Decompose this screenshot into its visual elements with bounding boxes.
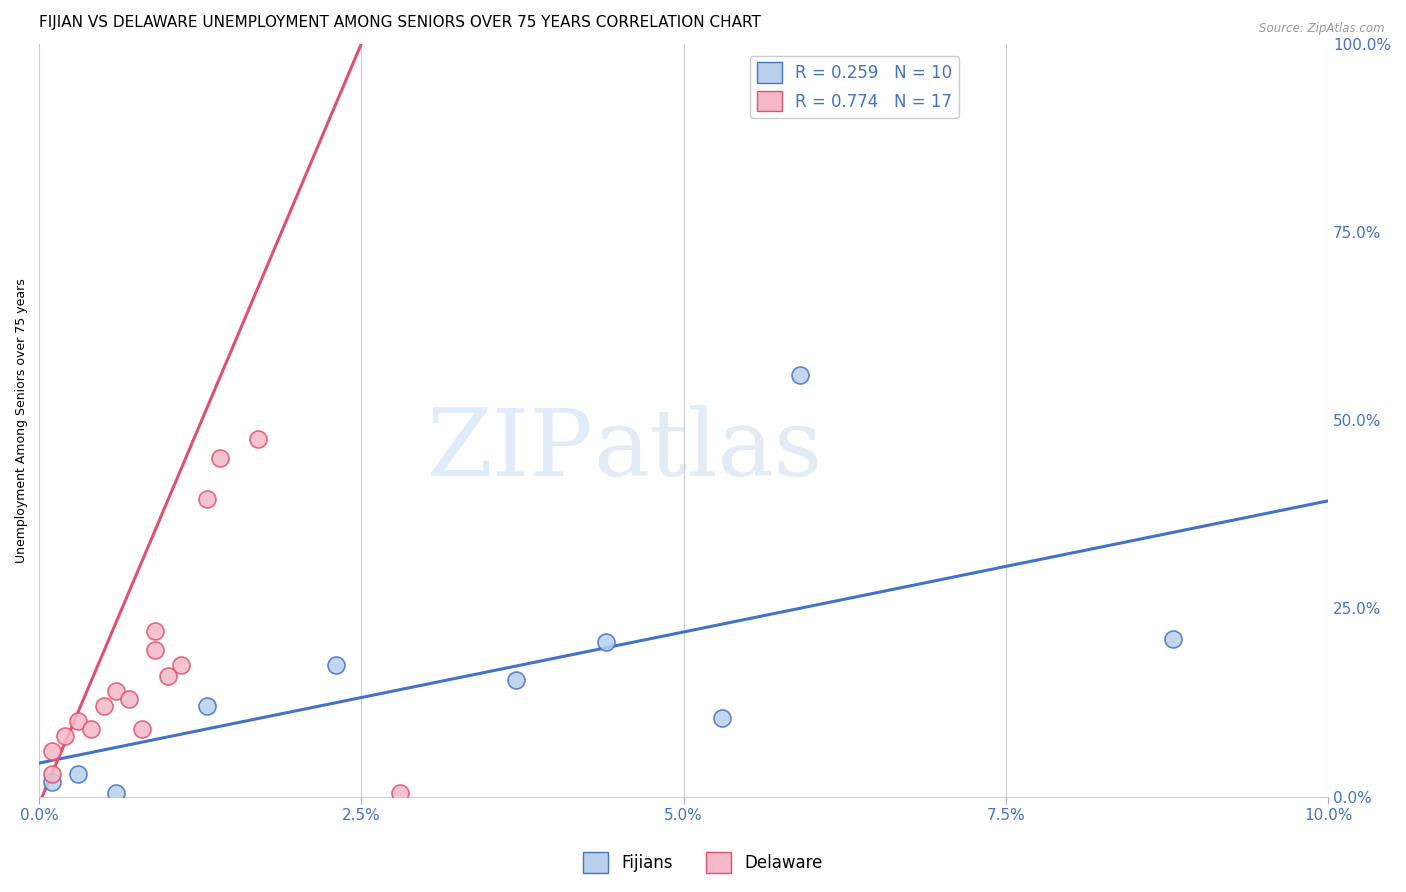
Point [325, 657, 347, 672]
Point [118, 691, 141, 706]
Point [143, 643, 166, 657]
Point [41, 774, 63, 789]
Point [53, 730, 76, 744]
Point [131, 722, 153, 736]
Point [41, 767, 63, 781]
Point [789, 368, 811, 382]
Point [208, 450, 231, 465]
Point [66, 714, 89, 729]
Text: ZIP: ZIP [426, 405, 593, 495]
Point [505, 673, 527, 687]
Text: FIJIAN VS DELAWARE UNEMPLOYMENT AMONG SENIORS OVER 75 YEARS CORRELATION CHART: FIJIAN VS DELAWARE UNEMPLOYMENT AMONG SE… [39, 15, 761, 30]
Text: Source: ZipAtlas.com: Source: ZipAtlas.com [1260, 22, 1385, 36]
Point [711, 710, 734, 724]
Point [66, 767, 89, 781]
Point [1163, 632, 1185, 646]
Text: atlas: atlas [593, 405, 823, 495]
Y-axis label: Unemployment Among Seniors over 75 years: Unemployment Among Seniors over 75 years [15, 277, 28, 563]
Point [156, 669, 179, 683]
Point [93, 699, 115, 714]
Legend: R = 0.259   N = 10, R = 0.774   N = 17: R = 0.259 N = 10, R = 0.774 N = 17 [749, 56, 959, 118]
Point [79, 722, 101, 736]
Point [195, 492, 218, 507]
Point [105, 684, 128, 698]
Point [170, 657, 193, 672]
Point [41, 744, 63, 758]
Legend: Fijians, Delaware: Fijians, Delaware [576, 846, 830, 880]
Point [595, 635, 617, 649]
Point [389, 786, 412, 800]
Point [143, 624, 166, 638]
Point [247, 432, 270, 446]
Point [195, 699, 218, 714]
Point [105, 786, 128, 800]
